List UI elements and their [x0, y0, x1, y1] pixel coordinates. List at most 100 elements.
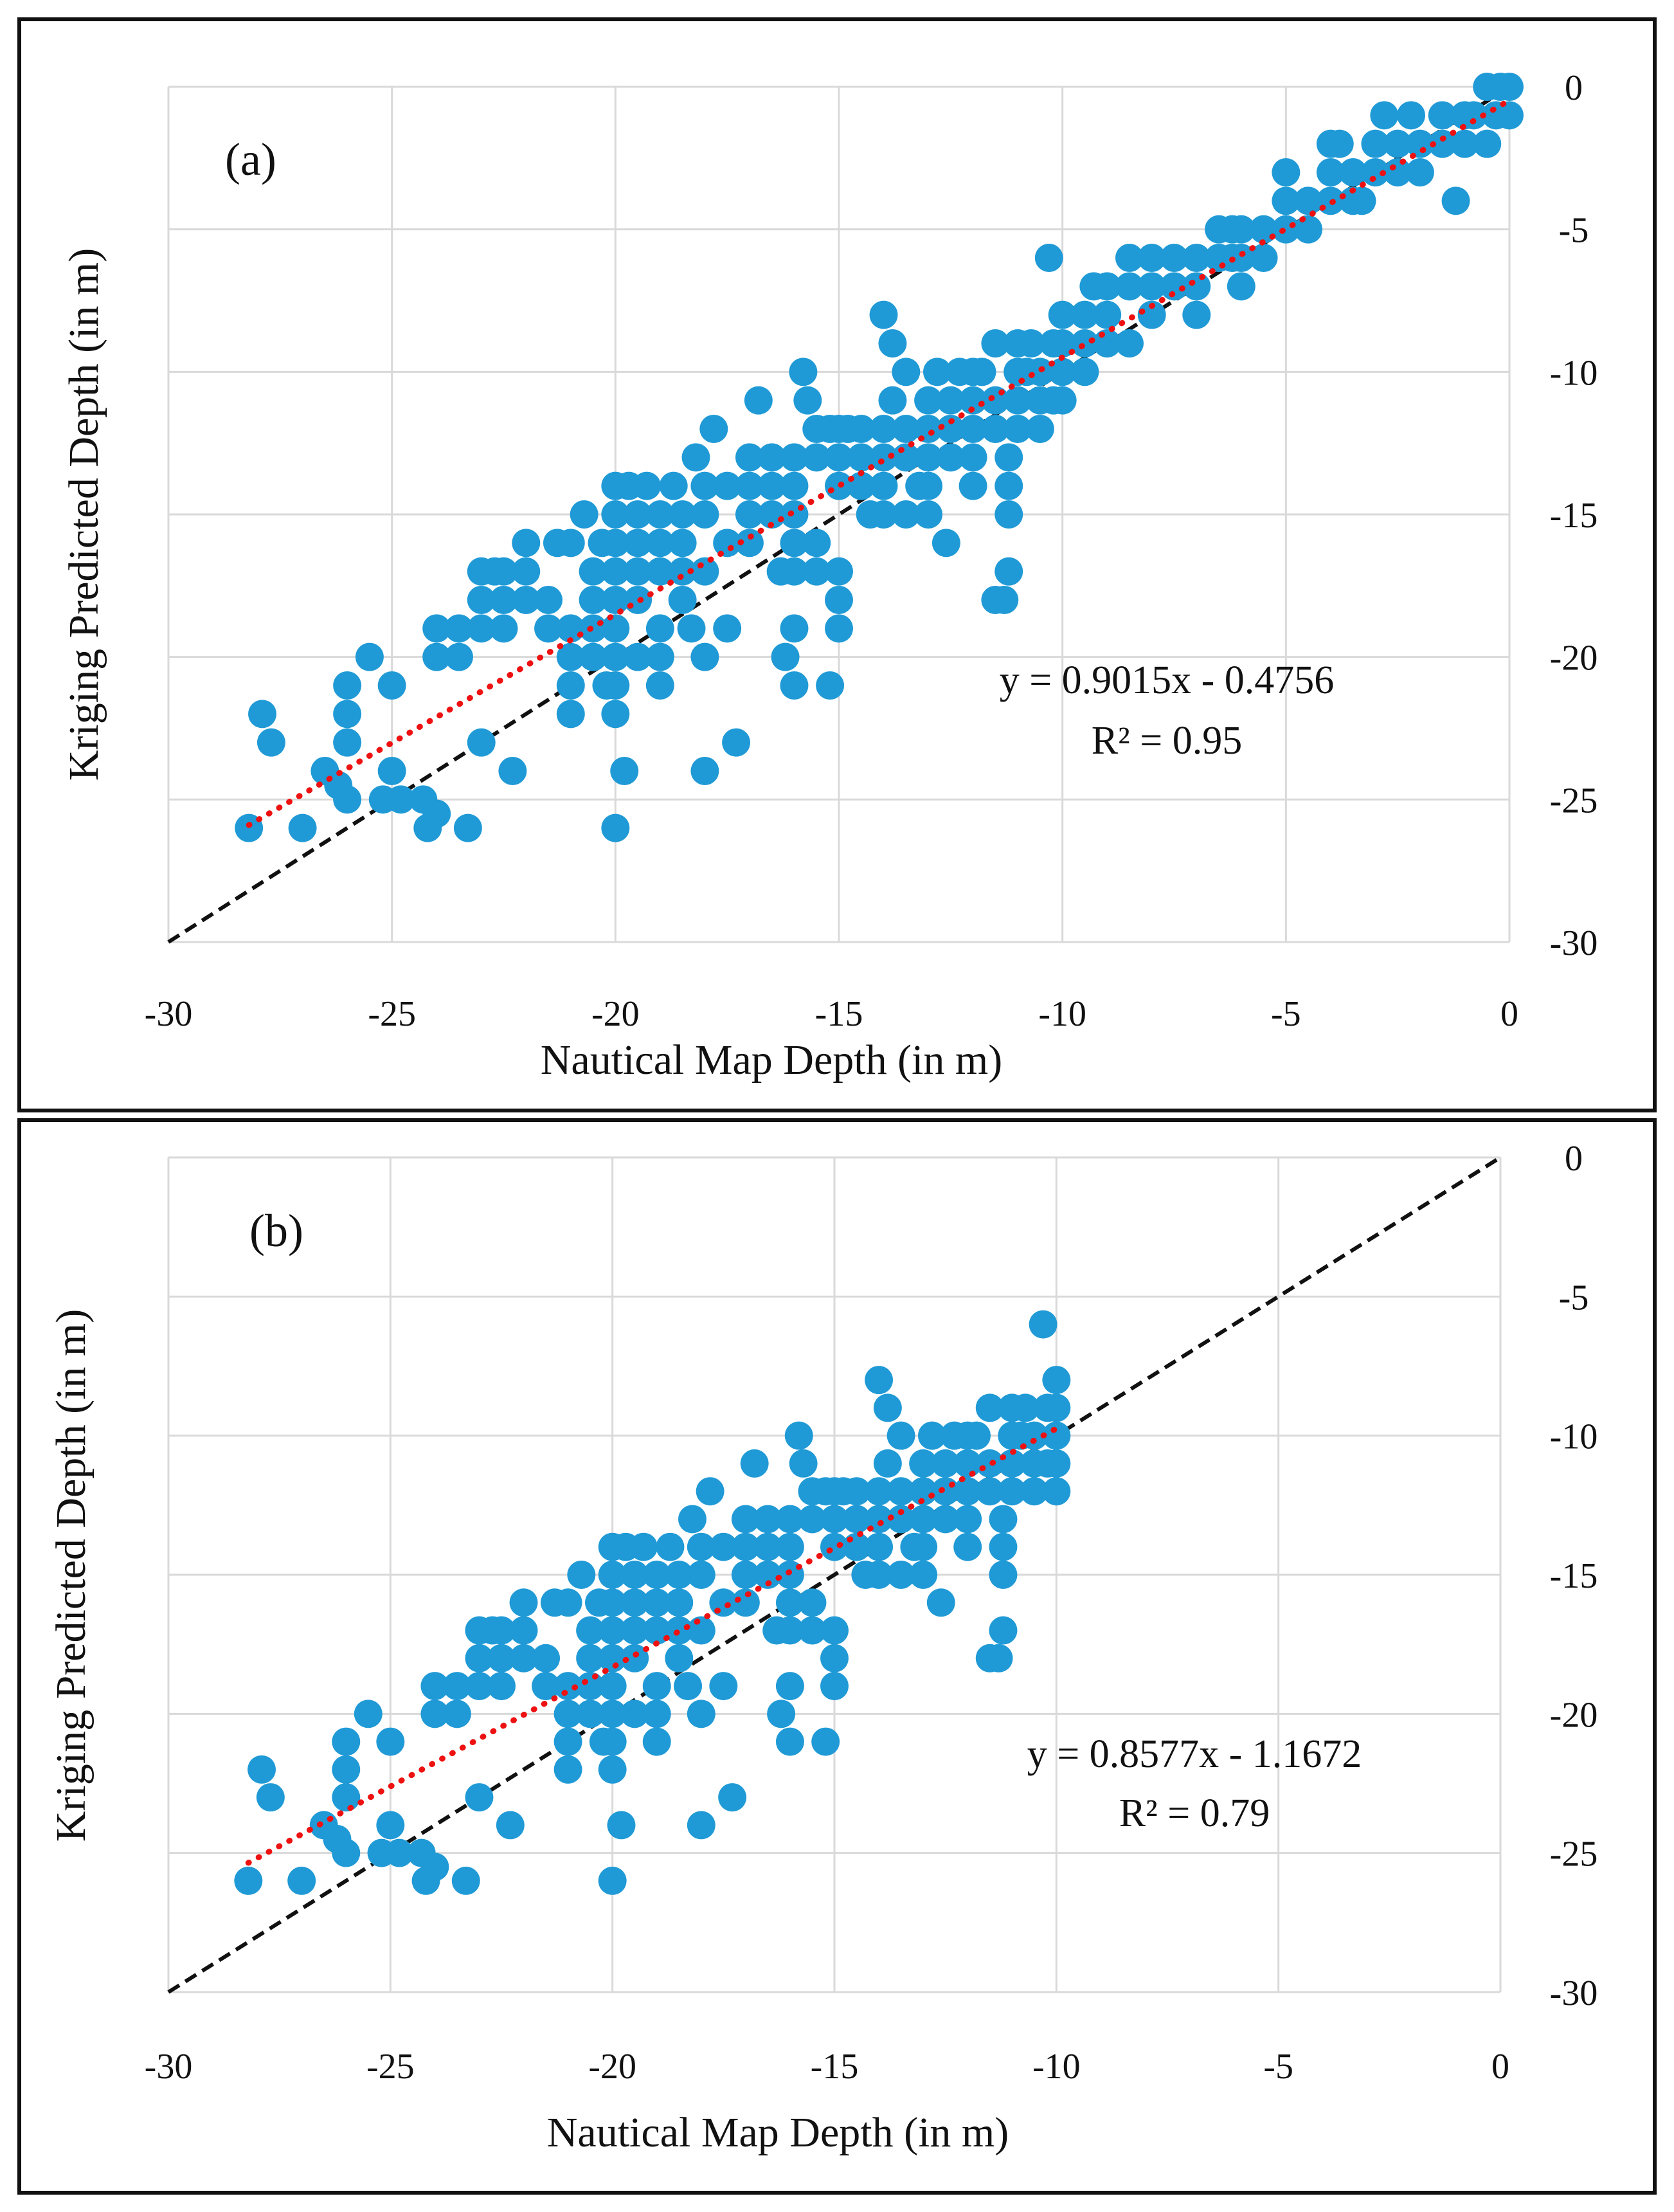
panel-a-y-axis-title: Kriging Predicted Depth (in m)	[60, 248, 107, 781]
panel-a-data-point	[534, 586, 563, 614]
panel-b-x-axis-title: Nautical Map Depth (in m)	[547, 2109, 1009, 2156]
panel-a-data-point	[645, 671, 674, 700]
panel-b-data-point	[532, 1644, 561, 1673]
panel-b-x-tick-label: -5	[1263, 2047, 1293, 2087]
panel-b-data-point	[687, 1561, 716, 1589]
panel-b-data-point	[820, 1616, 849, 1645]
panel-b-data-point	[865, 1532, 894, 1561]
panel-b-data-point	[332, 1783, 361, 1812]
panel-a-data-point	[847, 415, 876, 443]
panel-a-data-point	[498, 757, 527, 785]
panel-a-data-point	[1495, 101, 1524, 130]
panel-a-data-point	[1450, 129, 1479, 158]
panel-a-data-point	[713, 614, 742, 643]
panel-b-data-point	[1020, 1477, 1048, 1506]
panel-a-data-point	[892, 500, 921, 529]
panel-a-data-point	[1182, 244, 1211, 272]
panel-a-y-tick-label: -10	[1550, 353, 1598, 393]
panel-b-data-point	[642, 1588, 671, 1617]
panel-a-data-point	[869, 443, 898, 472]
panel-a-data-point	[1272, 186, 1300, 215]
panel-b-data-point	[887, 1477, 915, 1506]
panel-b-data-point	[798, 1616, 827, 1645]
panel-a-data-point	[1294, 186, 1323, 215]
panel-b-data-point	[767, 1700, 796, 1728]
panel-b-data-point	[248, 1755, 276, 1784]
panel-b-x-tick-label: -15	[811, 2047, 859, 2087]
panel-b-data-point	[607, 1811, 636, 1840]
panel-b-data-point	[798, 1505, 827, 1534]
panel-a-data-point	[936, 386, 965, 415]
panel-b-data-point	[554, 1755, 582, 1784]
panel-a-x-tick-label: 0	[1500, 994, 1518, 1034]
panel-a-data-point	[570, 500, 598, 529]
panel-b-data-point	[989, 1532, 1018, 1561]
panel-a-data-point	[981, 329, 1010, 358]
panel-a-data-point	[377, 671, 406, 700]
panel-b-data-point	[620, 1588, 649, 1617]
panel-a-y-tick-label: 0	[1565, 68, 1583, 108]
panel-a-data-point	[601, 500, 630, 529]
panel-b-data-point	[598, 1866, 627, 1895]
panel-a-data-point	[1459, 101, 1488, 130]
panel-a-data-point	[735, 471, 764, 500]
panel-a-data-point	[512, 529, 541, 558]
panel-a-data-point	[624, 500, 652, 529]
panel-a-data-point	[645, 529, 674, 558]
panel-a-data-point	[825, 586, 853, 614]
panel-a-data-point	[1405, 158, 1434, 186]
panel-b-data-point	[1020, 1421, 1048, 1450]
panel-a-data-point	[1361, 158, 1390, 186]
panel-a-data-point	[690, 500, 719, 529]
panel-a-data-point	[722, 728, 751, 757]
panel-a-data-point	[1093, 300, 1122, 329]
panel-b-data-point	[998, 1477, 1027, 1506]
panel-a-data-point	[802, 557, 831, 586]
panel-b-data-point	[442, 1672, 471, 1701]
panel-a-equation: y = 0.9015x - 0.4756	[1000, 658, 1335, 702]
panel-b-data-point	[753, 1505, 782, 1534]
panel-b-data-point	[576, 1700, 605, 1728]
panel-a-data-point	[601, 813, 630, 842]
panel-b-data-point	[487, 1644, 516, 1673]
panel-b-data-point	[931, 1449, 960, 1478]
panel-b-r-squared: R² = 0.79	[1119, 1791, 1270, 1835]
panel-a-data-point	[914, 443, 943, 472]
panel-b-data-point	[909, 1449, 938, 1478]
panel-b-data-point	[687, 1811, 716, 1840]
panel-b-data-point	[753, 1532, 782, 1561]
panel-b-data-point	[865, 1561, 894, 1589]
panel-a-data-point	[1016, 329, 1045, 358]
panel-a-data-point	[1227, 215, 1256, 244]
panel-b-data-point	[873, 1393, 902, 1422]
panel-a-data-point	[556, 671, 585, 700]
panel-a-data-point	[735, 529, 764, 558]
panel-a-data-point	[610, 757, 639, 785]
panel-a-data-point	[892, 415, 921, 443]
panel-b-data-point	[909, 1532, 938, 1561]
panel-b-data-point	[953, 1505, 982, 1534]
panel-a-data-point	[467, 728, 496, 757]
panel-b-data-point	[687, 1700, 716, 1728]
panel-a-data-point	[793, 386, 822, 415]
panel-b-data-point	[775, 1588, 804, 1617]
panel-b-data-point	[718, 1783, 747, 1812]
panel-a-data-point	[579, 642, 608, 671]
panel-b-data-point	[234, 1866, 263, 1895]
panel-b-data-point	[598, 1616, 627, 1645]
panel-a-data-point	[869, 471, 898, 500]
panel-b-data-point	[620, 1616, 649, 1645]
panel-b-label: (b)	[249, 1205, 303, 1256]
panel-a-data-point	[668, 529, 697, 558]
panel-a-data-point	[256, 728, 285, 757]
panel-b-data-point	[820, 1644, 849, 1673]
panel-a-data-point	[248, 700, 277, 729]
panel-a-data-point	[601, 614, 630, 643]
panel-a-data-point	[878, 329, 907, 358]
panel-b-data-point	[598, 1644, 627, 1673]
panel-a-data-point	[1347, 186, 1376, 215]
panel-a-data-point	[579, 586, 608, 614]
panel-a-r-squared: R² = 0.95	[1092, 719, 1242, 763]
panel-b-data-point	[1042, 1477, 1071, 1506]
panel-b-data-point	[598, 1588, 627, 1617]
